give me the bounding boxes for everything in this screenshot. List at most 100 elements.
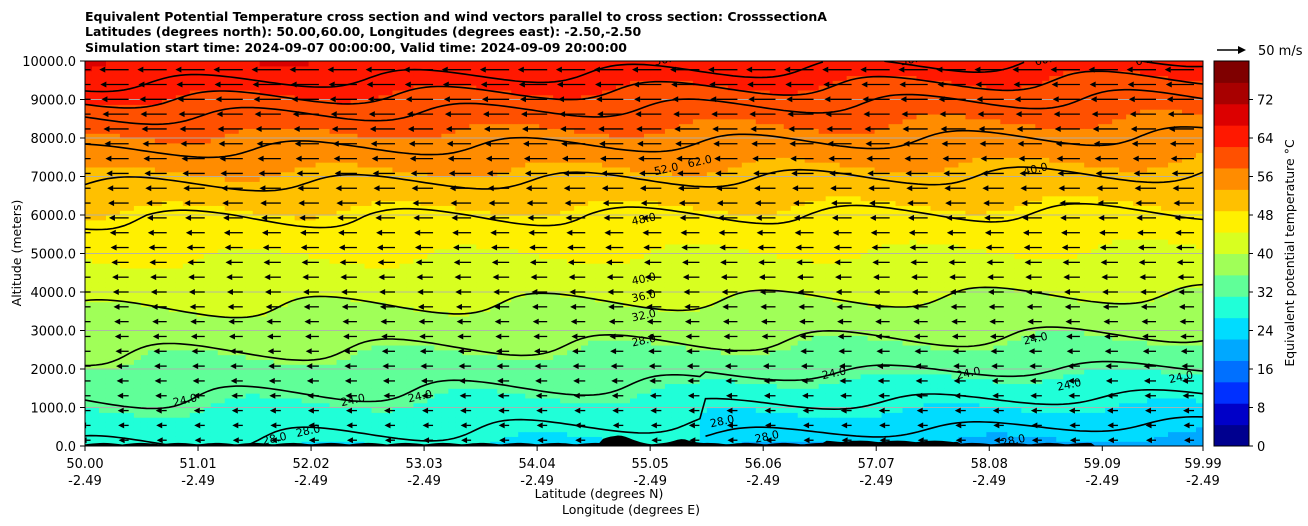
field-cell [182,229,191,235]
field-cell [504,306,512,312]
field-cell [357,75,366,81]
field-cell [476,344,484,351]
field-cell [105,176,114,182]
field-cell [231,171,240,178]
field-cell [322,287,331,293]
field-cell [315,186,324,192]
field-cell [504,263,512,269]
field-cell [210,157,219,163]
field-cell [203,417,212,423]
field-cell [399,75,408,81]
field-cell [378,239,387,245]
field-cell [336,234,345,240]
field-cell [406,162,415,168]
field-cell [308,147,317,154]
field-cell [168,296,177,303]
field-cell [420,224,428,231]
field-cell [329,421,338,428]
field-cell [175,364,184,370]
field-cell [294,190,303,197]
field-cell [357,186,366,192]
field-cell [203,190,212,197]
field-cell [497,152,505,158]
field-cell [203,421,212,428]
field-cell [308,166,317,173]
field-cell [210,383,219,389]
field-cell [385,147,394,154]
field-cell [357,364,366,370]
field-cell [126,61,135,67]
field-cell [273,94,282,101]
field-cell [399,316,408,322]
field-cell [434,292,442,298]
field-cell [231,253,240,259]
field-cell [497,316,505,322]
field-cell [350,138,359,144]
field-cell [252,99,261,105]
field-cell [406,229,415,235]
field-cell [259,407,268,413]
field-cell [196,166,205,173]
field-cell [336,61,345,67]
field-cell [217,65,226,72]
field-cell [427,436,435,442]
field-cell [511,407,519,413]
field-cell [469,89,477,96]
field-cell [98,369,107,375]
field-cell [469,113,477,120]
field-cell [119,147,128,154]
field-cell [385,325,394,332]
field-cell [504,118,512,125]
field-cell [469,272,477,279]
field-cell [413,277,421,283]
field-cell [231,162,240,168]
field-cell [85,287,93,293]
field-cell [126,224,135,231]
field-cell [217,320,226,327]
field-cell [378,344,387,351]
field-cell [133,157,142,163]
field-cell [105,85,114,91]
field-cell [266,388,275,394]
field-cell [266,344,275,351]
field-cell [336,118,345,125]
field-cell [427,157,435,163]
field-cell [427,104,435,110]
field-cell [497,190,505,197]
field-cell [231,85,240,91]
field-cell [511,186,519,192]
field-cell [504,364,512,370]
field-cell [147,80,156,86]
field-cell [357,388,366,394]
field-cell [371,359,380,365]
field-cell [336,277,345,283]
field-cell [245,426,254,433]
field-cell [357,166,366,173]
field-cell [294,330,303,336]
field-cell [504,75,512,81]
field-cell [483,152,491,158]
field-cell [343,70,352,77]
field-cell [322,340,331,346]
field-cell [119,190,128,197]
field-cell [490,65,498,72]
field-cell [266,272,275,279]
field-cell [462,89,470,96]
field-cell [273,421,282,428]
field-cell [406,171,415,178]
field-cell [259,224,268,231]
field-cell [182,142,191,149]
field-cell [441,205,449,211]
field-cell [273,287,282,293]
field-cell [126,138,135,144]
field-cell [490,128,498,134]
field-cell [511,378,519,385]
field-cell [399,152,408,158]
field-cell [364,349,373,356]
field-cell [294,85,303,91]
field-cell [154,320,163,327]
field-cell [126,373,135,380]
field-cell [112,210,121,216]
field-cell [483,224,491,231]
field-cell [490,369,498,375]
